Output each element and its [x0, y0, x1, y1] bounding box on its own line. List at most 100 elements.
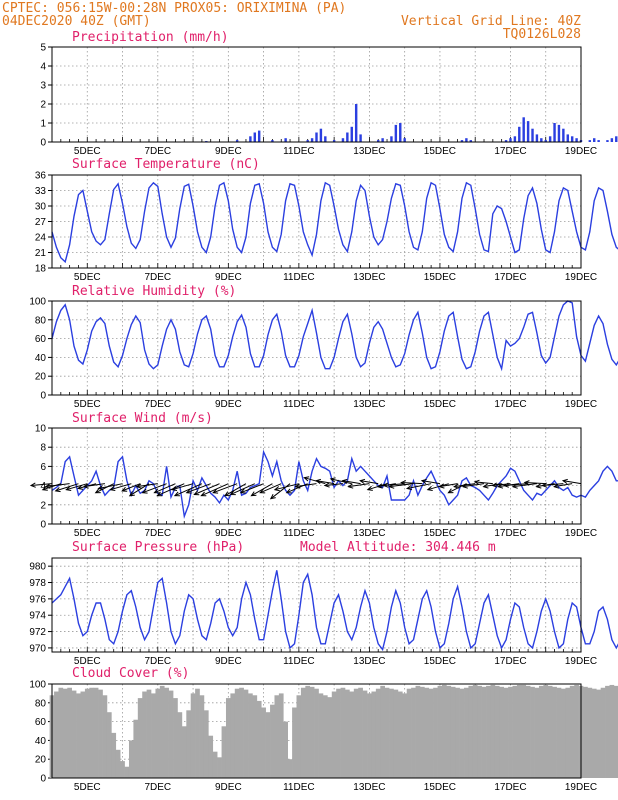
precip-bar — [253, 132, 256, 142]
cloud-bar — [54, 691, 59, 778]
rh-xtick-label: 17DEC — [494, 399, 526, 410]
wind-arrow-head — [541, 482, 548, 488]
precip-bar — [257, 130, 261, 142]
pres-panel: Surface Pressure (hPa) Model Altitude: 30… — [29, 540, 618, 667]
precip-bar — [460, 140, 464, 142]
wind-arrow — [157, 483, 185, 497]
cloud-bar — [142, 691, 147, 778]
rh-ytick-label: 40 — [35, 353, 47, 364]
wind-ytick-label: 4 — [40, 481, 46, 492]
cloud-bar — [569, 685, 575, 778]
precip-ytick-label: 2 — [40, 100, 46, 111]
cloud-bar — [336, 688, 341, 778]
cloud-bar — [556, 687, 562, 778]
cloud-bar — [486, 685, 491, 778]
temp-xtick-label: 9DEC — [215, 272, 242, 283]
wind-ytick-label: 0 — [40, 520, 46, 531]
cloud-bar — [389, 688, 394, 778]
cloud-bar — [173, 698, 178, 778]
cloud-bar — [80, 691, 86, 778]
cloud-bar — [459, 688, 465, 778]
wind-arrow — [260, 483, 282, 494]
wind-arrow-head — [329, 477, 336, 483]
precip-bar — [535, 134, 539, 142]
cloud-bar — [243, 689, 249, 778]
cloud-bar — [437, 685, 443, 778]
precip-bar — [526, 121, 530, 142]
wind-arrow — [154, 483, 176, 494]
wind-arrow-head — [200, 491, 207, 497]
wind-arrow-head — [229, 490, 236, 496]
cloud-bar — [159, 685, 165, 778]
precip-bar — [341, 138, 345, 142]
cloud-bar — [283, 721, 288, 778]
rh-title: Relative Humidity (%) — [72, 284, 236, 299]
wind-arrow — [142, 483, 167, 494]
cloud-xtick-label: 9DEC — [215, 782, 242, 793]
cloud-bar — [151, 693, 156, 778]
cloud-bar — [137, 698, 143, 778]
precip-panel: Precipitation (mm/h) 0 1 2 3 4 5 5DEC 7DEC 9DEC 11… — [40, 30, 618, 157]
cloud-bar — [393, 689, 399, 778]
cloud-bar — [600, 687, 606, 778]
precip-title: Precipitation (mm/h) — [72, 30, 229, 45]
cloud-bar — [327, 697, 333, 778]
cloud-bar — [428, 688, 434, 778]
precip-bar — [394, 124, 398, 142]
wind-arrow-head — [314, 478, 322, 485]
cloud-bar — [71, 690, 77, 778]
cloud-bar — [120, 761, 125, 778]
cloud-bar — [345, 689, 350, 778]
precip-xtick-label: 9DEC — [215, 146, 242, 157]
precip-xtick-label: 15DEC — [424, 146, 456, 157]
wind-arrow-head — [121, 486, 128, 492]
cloud-bar — [481, 686, 487, 778]
temp-ytick-label: 18 — [35, 264, 47, 275]
wind-xtick-label: 5DEC — [74, 528, 101, 539]
cloud-bar — [62, 688, 68, 778]
cloud-bar — [128, 740, 134, 778]
cloud-bar — [591, 688, 597, 778]
pres-ytick-label: 978 — [29, 578, 46, 589]
cloud-bar — [441, 684, 447, 778]
cloud-bar — [353, 688, 359, 778]
wind-xtick-label: 15DEC — [424, 528, 456, 539]
temp-panel: Surface Temperature (nC) 18 21 24 27 30 33 36 5D… — [35, 157, 618, 283]
wind-panel: Surface Wind (m/s) 0 2 4 6 8 10 5DEC 7DEC 9DEC 11D… — [29, 411, 618, 539]
precip-xtick-label: 17DEC — [494, 146, 526, 157]
cloud-bar — [574, 684, 579, 778]
pres-xtick-label: 19DEC — [565, 656, 597, 667]
wind-arrow-head — [473, 479, 480, 485]
wind-arrow-head — [269, 493, 276, 500]
cloud-bar — [287, 759, 293, 778]
wind-arrow — [98, 483, 123, 489]
wind-title: Surface Wind (m/s) — [72, 411, 213, 426]
cloud-bar — [217, 757, 222, 778]
wind-arrow-head — [259, 488, 266, 494]
cloud-bar — [274, 695, 280, 778]
temp-ytick-label: 36 — [35, 171, 47, 182]
rh-xtick-label: 11DEC — [283, 399, 315, 410]
wind-arrow — [274, 483, 299, 491]
cloud-bar — [265, 712, 271, 778]
wind-arrow — [110, 483, 132, 491]
pres-ytick-label: 974 — [29, 611, 46, 622]
cloud-bar — [84, 688, 90, 778]
precip-bar — [548, 136, 552, 142]
wind-arrow — [224, 483, 247, 497]
cloud-bar — [411, 687, 416, 778]
cloud-bar — [124, 766, 130, 778]
cloud-bar — [230, 693, 236, 778]
wind-arrow — [401, 481, 423, 485]
cloud-bar — [547, 685, 553, 778]
cloud-bar — [212, 751, 218, 778]
temp-xtick-label: 15DEC — [424, 272, 456, 283]
wind-arrow — [407, 483, 432, 489]
wind-arrow-head — [553, 483, 560, 489]
wind-xtick-label: 9DEC — [215, 528, 242, 539]
temp-ytick-label: 27 — [35, 217, 47, 228]
precip-ytick-label: 0 — [40, 138, 46, 149]
wind-arrow — [295, 483, 317, 488]
wind-arrow-head — [29, 482, 36, 488]
cloud-xtick-label: 19DEC — [565, 782, 597, 793]
